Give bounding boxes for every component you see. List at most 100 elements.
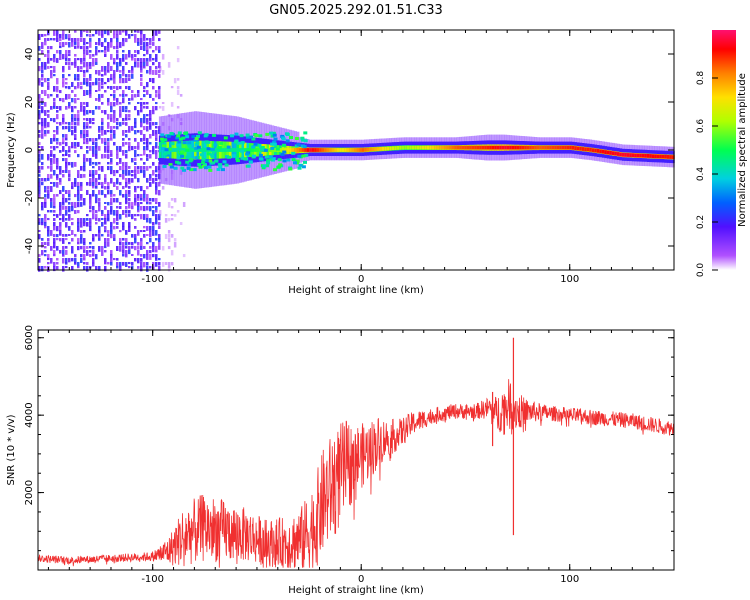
noise-cell	[122, 166, 125, 171]
noise-cell	[122, 170, 125, 175]
noise-cell	[122, 226, 125, 231]
signal-speckle	[262, 164, 267, 168]
colorbar-ticks: 0.00.20.40.60.8	[696, 71, 718, 277]
noise-cell	[50, 70, 53, 76]
noise-cell	[128, 130, 131, 133]
noise-cell	[137, 266, 140, 269]
noise-cell	[122, 174, 125, 180]
signal-speckle	[177, 140, 182, 144]
signal-peak	[521, 145, 525, 150]
noise-cell	[59, 190, 62, 195]
noise-cell	[95, 178, 98, 183]
noise-cell	[143, 146, 146, 151]
noise-cell	[98, 126, 101, 132]
noise-cell	[128, 202, 131, 208]
noise-cell	[119, 162, 122, 164]
signal-peak	[344, 148, 347, 152]
noise-cell	[95, 222, 98, 225]
noise-cell	[95, 46, 98, 50]
noise-cell	[146, 166, 149, 171]
noise-cell	[44, 42, 47, 46]
noise-cell	[101, 210, 104, 215]
noise-cell	[41, 122, 44, 127]
noise-cell	[125, 30, 128, 36]
noise-cell	[155, 254, 158, 259]
noise-cell	[53, 218, 56, 221]
noise-cell	[104, 206, 107, 210]
signal-peak	[549, 145, 553, 150]
noise-cell	[50, 230, 53, 236]
noise-cell	[92, 110, 95, 115]
noise-cell	[152, 254, 155, 258]
noise-cell	[125, 198, 128, 203]
noise-cell	[71, 258, 74, 262]
noise-cell	[101, 250, 104, 256]
noise-cell	[92, 262, 95, 267]
noise-cell	[128, 178, 131, 183]
noise-cell	[125, 110, 128, 113]
noise-cell	[116, 126, 119, 130]
y-tick-label: 0	[24, 147, 35, 153]
noise-cell	[143, 142, 146, 145]
noise-cell	[65, 210, 68, 216]
noise-cell	[71, 62, 74, 66]
noise-cell	[53, 266, 56, 272]
noise-cell	[74, 130, 77, 134]
noise-cell	[113, 194, 116, 197]
noise-cell	[92, 258, 95, 264]
noise-cell	[65, 62, 68, 65]
noise-cell	[110, 206, 113, 212]
noise-cell	[134, 154, 137, 158]
noise-cell	[92, 214, 95, 220]
noise-cell	[155, 262, 158, 267]
noise-cell	[131, 246, 134, 249]
noise-cell	[83, 74, 86, 78]
signal-peak	[396, 146, 400, 150]
noise-cell	[86, 78, 89, 84]
noise-cell	[74, 142, 77, 148]
signal-speckle	[221, 168, 225, 172]
signal-speckle	[201, 158, 206, 161]
noise-cell	[65, 82, 68, 85]
noise-cell	[89, 206, 92, 210]
noise-cell	[143, 198, 146, 202]
noise-cell	[116, 266, 119, 269]
signal-peak	[514, 145, 518, 150]
noise-cell	[86, 30, 89, 33]
noise-cell	[86, 142, 89, 145]
noise-cell	[152, 226, 155, 231]
noise-cell	[125, 238, 128, 243]
noise-cell	[146, 62, 149, 67]
noise-cell	[77, 66, 80, 72]
noise-cell	[155, 174, 158, 178]
noise-cell	[92, 162, 95, 165]
noise-cell	[119, 114, 122, 118]
noise-cell	[77, 246, 80, 251]
noise-cell	[47, 218, 50, 221]
noise-cell	[74, 94, 77, 97]
noise-cell	[104, 50, 107, 54]
noise-cell	[119, 62, 122, 67]
noise-cell	[44, 186, 47, 190]
noise-cell	[50, 158, 53, 163]
noise-cell	[116, 102, 119, 106]
noise-cell	[56, 266, 59, 270]
noise-cell	[83, 266, 86, 270]
noise-cell	[92, 122, 95, 125]
noise-cell	[152, 250, 155, 253]
signal-peak	[399, 145, 402, 150]
noise-cell	[140, 42, 143, 46]
noise-cell	[56, 262, 59, 265]
signal-speckle	[203, 166, 208, 170]
noise-cell	[44, 126, 47, 129]
noise-cell	[83, 162, 86, 167]
noise-cell	[158, 226, 161, 229]
noise-cell	[149, 94, 152, 98]
noise-cell	[38, 46, 41, 51]
noise-cell	[71, 206, 74, 212]
noise-cell	[149, 182, 152, 187]
noise-cell	[59, 230, 62, 236]
noise-cell	[182, 202, 186, 207]
noise-cell	[68, 66, 71, 70]
noise-cell	[143, 134, 146, 140]
